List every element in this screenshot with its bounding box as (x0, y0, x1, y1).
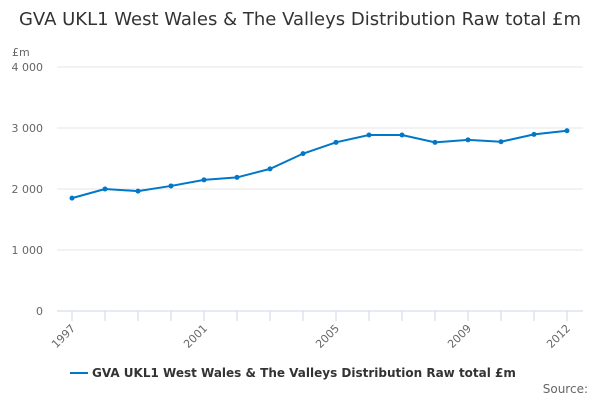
data-point (564, 128, 570, 134)
y-tick-label: 2 000 (12, 183, 44, 196)
y-tick-label: 0 (36, 305, 43, 318)
data-point (465, 137, 471, 143)
data-point (168, 183, 174, 189)
y-tick-label: 1 000 (12, 244, 44, 257)
data-point (234, 174, 240, 180)
data-point (366, 132, 372, 138)
x-tick-label: 2001 (181, 322, 210, 351)
data-point (201, 177, 207, 183)
data-point (135, 188, 141, 194)
series-line (71, 129, 568, 200)
x-tick-label: 2005 (313, 322, 342, 351)
data-point (399, 132, 405, 138)
y-tick-label: 4 000 (12, 61, 44, 74)
data-point (432, 139, 438, 145)
data-point (102, 186, 108, 192)
data-point (333, 139, 339, 145)
x-tick-label: 2012 (544, 322, 573, 351)
legend-label: GVA UKL1 West Wales & The Valleys Distri… (92, 366, 516, 380)
data-point (300, 151, 306, 157)
legend[interactable]: GVA UKL1 West Wales & The Valleys Distri… (70, 366, 516, 380)
y-axis-unit: £m (12, 46, 30, 59)
source-label: Source: (542, 382, 588, 396)
data-point (531, 131, 537, 137)
data-point (69, 195, 75, 201)
x-tick-label: 2009 (445, 322, 474, 351)
data-point (267, 166, 273, 172)
x-tick-label: 1997 (49, 322, 78, 351)
data-point (498, 139, 504, 145)
legend-swatch (70, 372, 88, 374)
chart-title: GVA UKL1 West Wales & The Valleys Distri… (18, 9, 582, 30)
y-tick-label: 3 000 (12, 122, 44, 135)
